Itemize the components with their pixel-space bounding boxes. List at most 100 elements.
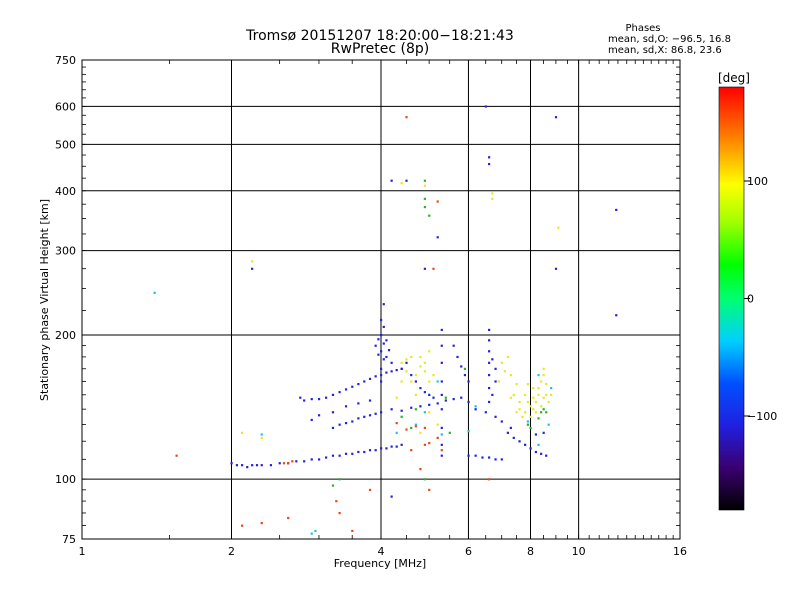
data-point — [390, 495, 393, 498]
data-point — [310, 398, 313, 401]
data-point — [550, 386, 553, 390]
data-point — [338, 423, 341, 426]
data-point — [500, 361, 503, 364]
data-point — [474, 454, 477, 457]
data-point — [331, 393, 335, 397]
data-point — [488, 361, 491, 364]
data-point — [494, 415, 497, 418]
data-point — [380, 333, 383, 337]
y-tick-label: 200 — [55, 329, 76, 342]
data-point — [467, 454, 470, 457]
colorbar-tick-label: −100 — [747, 410, 777, 423]
data-point — [363, 450, 366, 454]
data-point — [529, 447, 532, 450]
data-point — [509, 373, 512, 377]
data-point — [400, 415, 403, 418]
data-point — [153, 291, 156, 294]
data-point — [440, 408, 443, 411]
data-point — [374, 375, 377, 378]
data-point — [521, 415, 524, 418]
data-point — [380, 367, 383, 370]
data-point — [440, 380, 443, 383]
data-point — [436, 436, 439, 439]
x-axis-label: Frequency [MHz] — [334, 557, 426, 570]
data-point — [419, 355, 422, 359]
data-point — [452, 344, 455, 347]
data-point — [390, 361, 393, 364]
data-point — [440, 454, 443, 457]
data-point — [410, 449, 413, 452]
data-point — [295, 460, 298, 463]
data-point — [440, 328, 443, 332]
data-point — [255, 464, 259, 467]
data-point — [310, 418, 313, 422]
data-point — [368, 377, 372, 380]
data-point — [488, 162, 491, 166]
y-tick-label: 300 — [55, 245, 76, 258]
data-point — [344, 421, 348, 425]
data-point — [246, 466, 249, 469]
grid-lines — [81, 59, 681, 540]
data-point — [448, 431, 451, 434]
data-point — [278, 462, 281, 465]
data-point — [481, 456, 484, 459]
data-point — [395, 396, 398, 399]
data-point — [484, 411, 487, 414]
data-points — [153, 105, 618, 535]
data-point — [385, 339, 388, 342]
data-point — [382, 342, 385, 345]
data-point — [405, 179, 408, 182]
data-point — [537, 443, 540, 446]
data-point — [287, 516, 290, 520]
data-point — [423, 205, 426, 209]
data-point — [419, 431, 422, 434]
data-point — [526, 400, 529, 404]
data-point — [557, 226, 560, 229]
data-point — [518, 440, 521, 443]
data-point — [515, 411, 518, 414]
data-point — [251, 267, 254, 270]
data-point — [410, 355, 413, 359]
data-point — [374, 412, 377, 415]
data-point — [314, 529, 317, 533]
data-point — [382, 358, 385, 361]
data-point — [380, 318, 383, 322]
data-point — [414, 373, 417, 377]
data-point — [436, 402, 439, 405]
data-point — [400, 443, 403, 446]
data-point — [488, 386, 491, 390]
data-point — [542, 396, 545, 399]
data-point — [303, 460, 306, 463]
data-point — [251, 464, 254, 467]
data-point — [414, 380, 417, 383]
data-point — [509, 396, 512, 399]
data-point — [331, 411, 335, 414]
data-point — [344, 388, 348, 391]
colorbar: [deg] 100 0 −100 — [718, 71, 777, 511]
data-point — [410, 426, 413, 430]
data-point — [542, 431, 545, 434]
data-point — [423, 361, 426, 364]
data-point — [545, 382, 548, 386]
data-point — [260, 433, 263, 436]
data-point — [488, 478, 491, 481]
data-point — [540, 452, 543, 455]
data-point — [542, 367, 545, 370]
data-point — [235, 464, 239, 467]
data-point — [509, 426, 512, 430]
data-point — [423, 478, 426, 481]
data-point — [518, 408, 521, 411]
data-point — [368, 399, 372, 402]
data-point — [428, 380, 431, 383]
data-point — [423, 267, 426, 270]
data-point — [405, 361, 408, 364]
data-point — [291, 460, 294, 463]
data-point — [351, 420, 354, 423]
data-point — [529, 405, 532, 408]
data-point — [419, 365, 422, 368]
data-point — [428, 350, 431, 353]
data-point — [494, 367, 497, 370]
data-point — [423, 179, 426, 182]
data-point — [299, 396, 302, 399]
